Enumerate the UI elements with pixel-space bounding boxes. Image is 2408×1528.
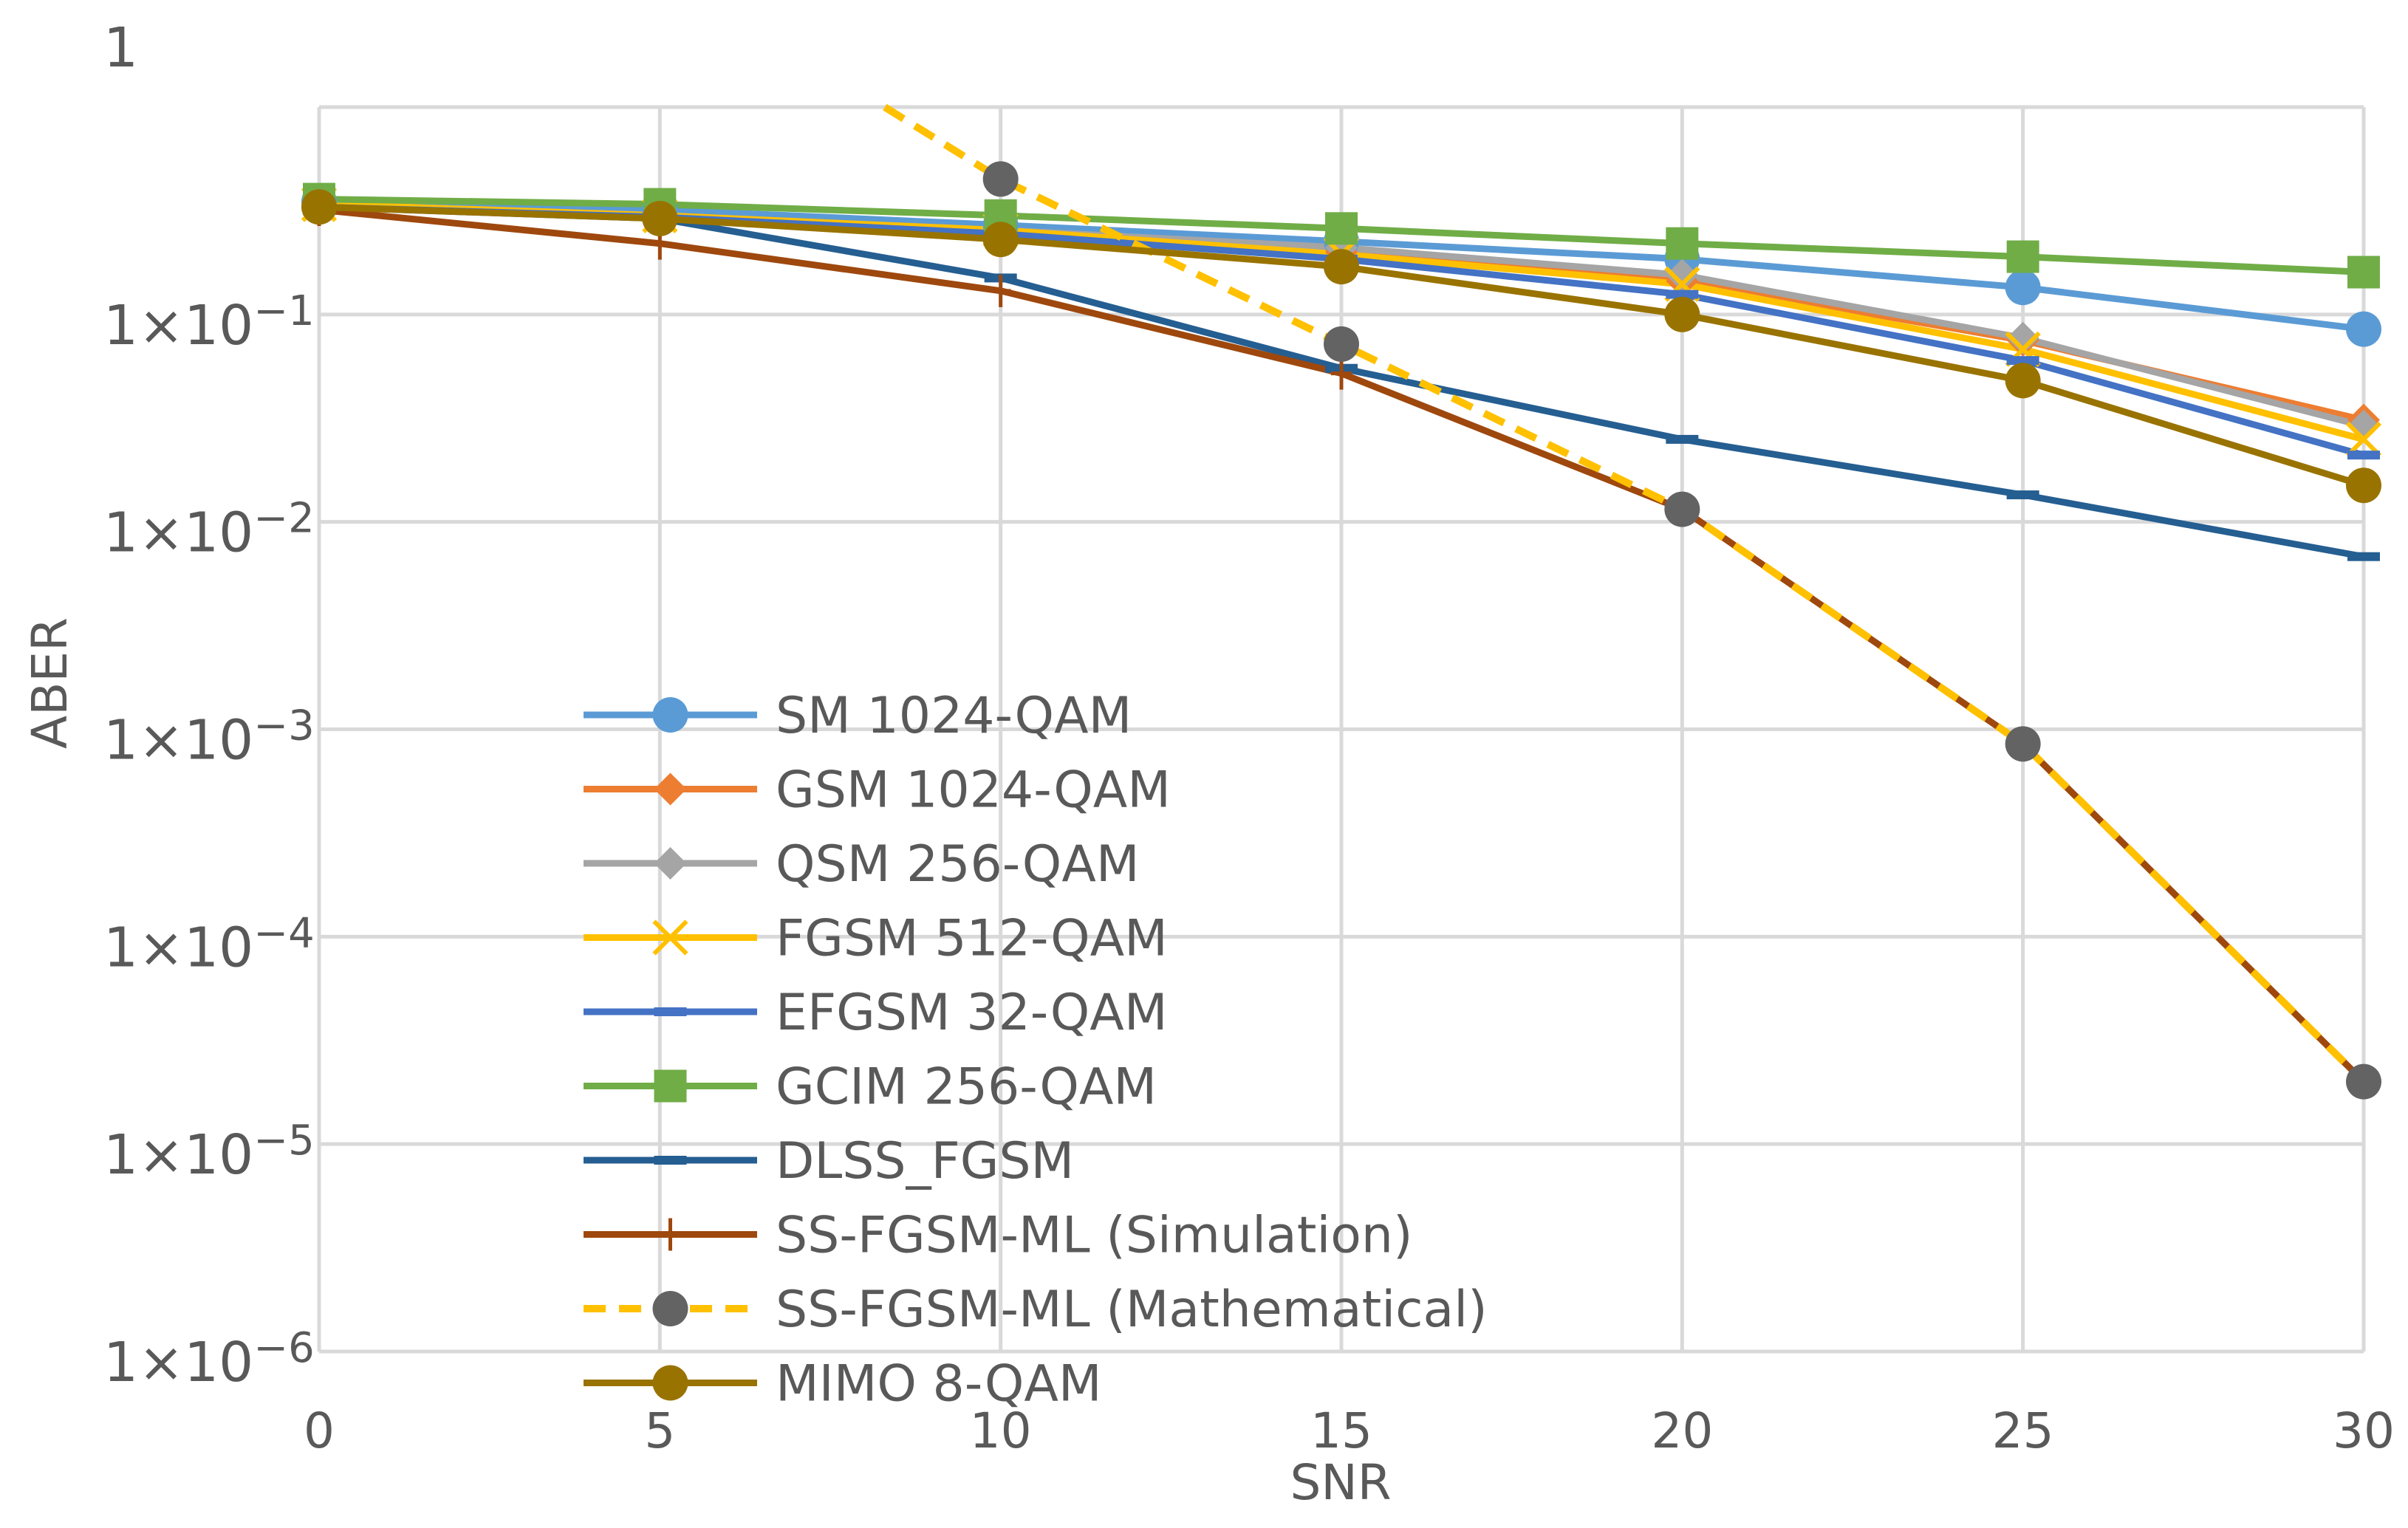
legend-entry: DLSS_FGSM (584, 1132, 1074, 1190)
legend-label: SS-FGSM-ML (Mathematical) (776, 1281, 1488, 1339)
data-point (652, 1291, 688, 1326)
y-tick-label: 1×10−1 (103, 287, 315, 357)
x-tick-label: 20 (1651, 1402, 1713, 1459)
legend-label: SM 1024-QAM (776, 687, 1132, 745)
y-tick-label: 1 (103, 16, 138, 80)
data-point (2005, 270, 2041, 306)
y-tick-label: 1×10−4 (103, 909, 315, 979)
data-point (1324, 249, 1359, 285)
x-axis-ticks: 0 5 10 15 20 25 30 (304, 1402, 2395, 1459)
legend-entry: GCIM 256-QAM (584, 1058, 1157, 1117)
data-point (2347, 450, 2380, 460)
x-axis-label: SNR (1290, 1454, 1391, 1511)
data-point (642, 200, 678, 236)
legend-entry: FGSM 512-QAM (584, 910, 1168, 968)
legend-label: MIMO 8-QAM (776, 1355, 1102, 1414)
data-point (1666, 434, 1699, 444)
data-point (1666, 258, 1699, 292)
data-point (2006, 490, 2039, 500)
legend-entry: SM 1024-QAM (584, 687, 1132, 745)
data-point (652, 919, 688, 956)
data-point (1324, 326, 1359, 362)
data-point (652, 1365, 688, 1401)
data-point (2346, 1063, 2381, 1100)
data-point (1664, 491, 1700, 527)
legend-entry: SS-FGSM-ML (Simulation) (584, 1207, 1412, 1265)
data-point (654, 847, 687, 880)
data-point (301, 189, 337, 225)
data-point (2006, 356, 2039, 366)
data-point (654, 1007, 687, 1016)
data-point (2347, 256, 2380, 289)
legend-label: FGSM 512-QAM (776, 910, 1168, 968)
data-point (2346, 311, 2381, 347)
legend-label: GCIM 256-QAM (776, 1058, 1157, 1117)
legend-entry: SS-FGSM-ML (Mathematical) (584, 1281, 1488, 1339)
y-tick-label: 1×10−5 (103, 1117, 315, 1187)
data-point (2006, 240, 2039, 273)
legend: SM 1024-QAM GSM 1024-QAM QSM 256-QAM FGSM 5… (584, 687, 1488, 1414)
data-point (654, 772, 687, 806)
series-markers (301, 161, 2382, 1100)
data-point (2347, 552, 2380, 561)
y-tick-label: 1×10−6 (103, 1324, 315, 1394)
data-point (654, 1069, 687, 1103)
y-axis-ticks: 1×10−6 1×10−5 1×10−4 1×10−3 1×10−2 1×10−1 1 (103, 16, 315, 1394)
x-tick-label: 0 (304, 1402, 335, 1459)
data-point (660, 1218, 681, 1251)
legend-label: GSM 1024-QAM (776, 761, 1171, 820)
x-tick-label: 5 (644, 1402, 675, 1459)
y-tick-label: 1×10−3 (103, 702, 315, 772)
x-tick-label: 10 (970, 1402, 1032, 1459)
legend-entry: EFGSM 32-QAM (584, 984, 1168, 1042)
series-line (883, 103, 2367, 1085)
data-point (652, 697, 688, 733)
y-tick-label: 1×10−2 (103, 495, 315, 565)
x-tick-label: 25 (1992, 1402, 2054, 1459)
data-point (2345, 421, 2382, 458)
data-point (1325, 212, 1358, 245)
data-point (2005, 363, 2041, 399)
legend-entry: GSM 1024-QAM (584, 761, 1171, 820)
legend-entry: QSM 256-QAM (584, 835, 1140, 894)
data-point (2346, 467, 2381, 504)
data-point (654, 1156, 687, 1165)
legend-label: SS-FGSM-ML (Simulation) (776, 1207, 1412, 1265)
x-tick-label: 15 (1310, 1402, 1372, 1459)
data-point (982, 222, 1019, 258)
data-point (1664, 296, 1700, 332)
data-point (982, 161, 1019, 197)
data-point (1331, 357, 1352, 390)
legend-label: QSM 256-QAM (776, 835, 1140, 894)
y-axis-label: ABER (21, 617, 78, 749)
legend-entry: MIMO 8-QAM (584, 1355, 1102, 1414)
x-tick-label: 30 (2333, 1402, 2395, 1459)
data-point (2006, 321, 2039, 354)
data-point (2005, 726, 2041, 762)
data-point (990, 274, 1011, 307)
data-point (1666, 290, 1699, 299)
legend-label: EFGSM 32-QAM (776, 984, 1168, 1042)
legend-label: DLSS_FGSM (776, 1132, 1074, 1190)
data-point (1666, 227, 1699, 260)
